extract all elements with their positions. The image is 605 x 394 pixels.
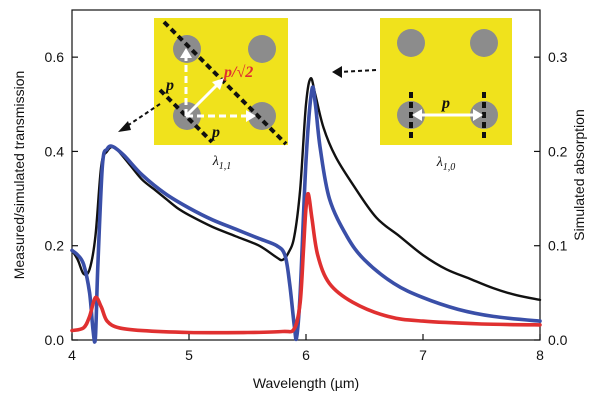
arrowhead	[332, 66, 342, 78]
inset-lambda-11: p p p/√2	[154, 18, 288, 146]
lambda-subscript: 1,1	[219, 161, 232, 172]
annotation-p: p	[440, 95, 450, 112]
simulated-transmission-line	[70, 85, 542, 344]
inset-lambda-10-label: λ1,0	[436, 155, 456, 173]
hole	[397, 29, 425, 57]
lambda-symbol: λ	[212, 154, 219, 169]
x-tick-label: 7	[419, 347, 427, 363]
arrowhead	[412, 109, 422, 121]
y-axis-left: 0.0 0.2 0.4 0.6	[45, 49, 78, 348]
simulated-absorption-line	[70, 191, 542, 335]
y-left-tick-label: 0.2	[45, 238, 65, 254]
p-sqrt2-arrow	[184, 82, 220, 118]
x-tick-label: 8	[536, 347, 544, 363]
diagonal-dotted-line	[162, 20, 288, 146]
lambda-symbol: λ	[436, 155, 443, 170]
y-left-tick-label: 0.4	[45, 143, 65, 159]
arrowhead	[246, 110, 256, 122]
arrowhead	[212, 78, 224, 90]
y-axis-left-label: Measured/simulated transmission	[11, 71, 27, 280]
x-tick-label: 4	[68, 347, 76, 363]
arrowhead	[180, 48, 192, 58]
diagonal-dotted-line	[158, 88, 214, 144]
y-axis-right: 0.0 0.1 0.2 0.3	[534, 49, 568, 348]
y-right-tick-label: 0.0	[548, 332, 568, 348]
hole	[173, 35, 201, 63]
x-axis-label: Wavelength (µm)	[253, 375, 359, 391]
lambda-subscript: 1,0	[443, 162, 456, 173]
hole	[248, 102, 276, 130]
inset-lambda-10: p	[380, 18, 512, 145]
y-right-tick-label: 0.3	[548, 49, 568, 65]
hole	[470, 29, 498, 57]
y-left-tick-label: 0.6	[45, 49, 65, 65]
hole	[248, 35, 276, 63]
y-right-tick-label: 0.1	[548, 238, 568, 254]
arrowhead	[118, 121, 131, 132]
annotation-p: p	[210, 124, 220, 141]
pointer-arrow	[339, 69, 377, 73]
svg-text:λ1,1: λ1,1	[212, 154, 232, 172]
x-tick-label: 5	[185, 347, 193, 363]
y-right-tick-label: 0.2	[548, 143, 568, 159]
y-axis-right-label: Simulated absorption	[571, 109, 587, 241]
inset-lambda-11-label: λ1,1	[212, 154, 232, 172]
x-tick-label: 6	[302, 347, 310, 363]
pointer-arrow	[123, 103, 161, 129]
y-left-tick-label: 0.0	[45, 332, 65, 348]
annotation-p: p	[164, 77, 174, 94]
annotation-p-sqrt2: p/√2	[222, 64, 253, 81]
svg-text:λ1,0: λ1,0	[436, 155, 456, 173]
x-axis: 4 5 6 7 8	[68, 334, 544, 363]
arrowhead	[473, 109, 483, 121]
